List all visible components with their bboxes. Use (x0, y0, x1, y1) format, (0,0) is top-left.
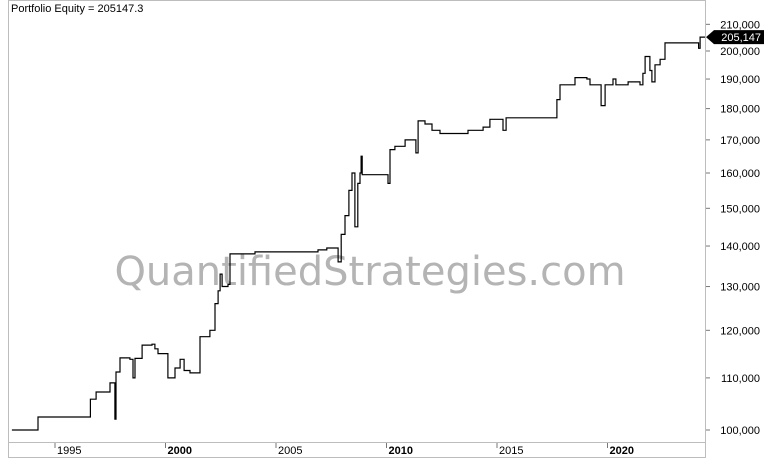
y-tick-label: 130,000 (720, 282, 760, 294)
x-tick-label: 2020 (610, 445, 634, 457)
chart-title: Portfolio Equity = 205147.3 (11, 3, 144, 15)
x-tick-label: 1995 (57, 445, 81, 457)
x-tick-label: 2000 (168, 445, 192, 457)
x-tick-label: 2005 (278, 445, 302, 457)
equity-series-line (11, 36, 705, 431)
plot-border (8, 0, 706, 443)
y-tick-label: 100,000 (720, 425, 760, 437)
y-axis: 100,000 110,000 120,000 130,000 140,000 150,0… (706, 19, 760, 437)
y-tick-label: 210,000 (720, 19, 760, 31)
y-tick-label: 150,000 (720, 203, 760, 215)
y-tick-label: 140,000 (720, 241, 760, 253)
y-tick-label: 120,000 (720, 325, 760, 337)
y-tick-label: 200,000 (720, 46, 760, 58)
y-tick-label: 160,000 (720, 168, 760, 180)
last-value-marker: 205,147 (706, 30, 764, 45)
x-tick-label: 2010 (389, 445, 413, 457)
y-tick-label: 180,000 (720, 104, 760, 116)
y-tick-label: 170,000 (720, 135, 760, 147)
x-axis-border (8, 442, 706, 458)
watermark: QuantifiedStrategies.com (114, 249, 625, 295)
x-tick-label: 2015 (499, 445, 523, 457)
y-tick-label: 110,000 (721, 373, 760, 385)
last-value-label: 205,147 (721, 32, 761, 44)
x-axis: 1995 2000 2005 2010 2015 2020 (54, 443, 634, 457)
y-tick-label: 190,000 (720, 74, 760, 86)
last-value-box (706, 30, 764, 45)
